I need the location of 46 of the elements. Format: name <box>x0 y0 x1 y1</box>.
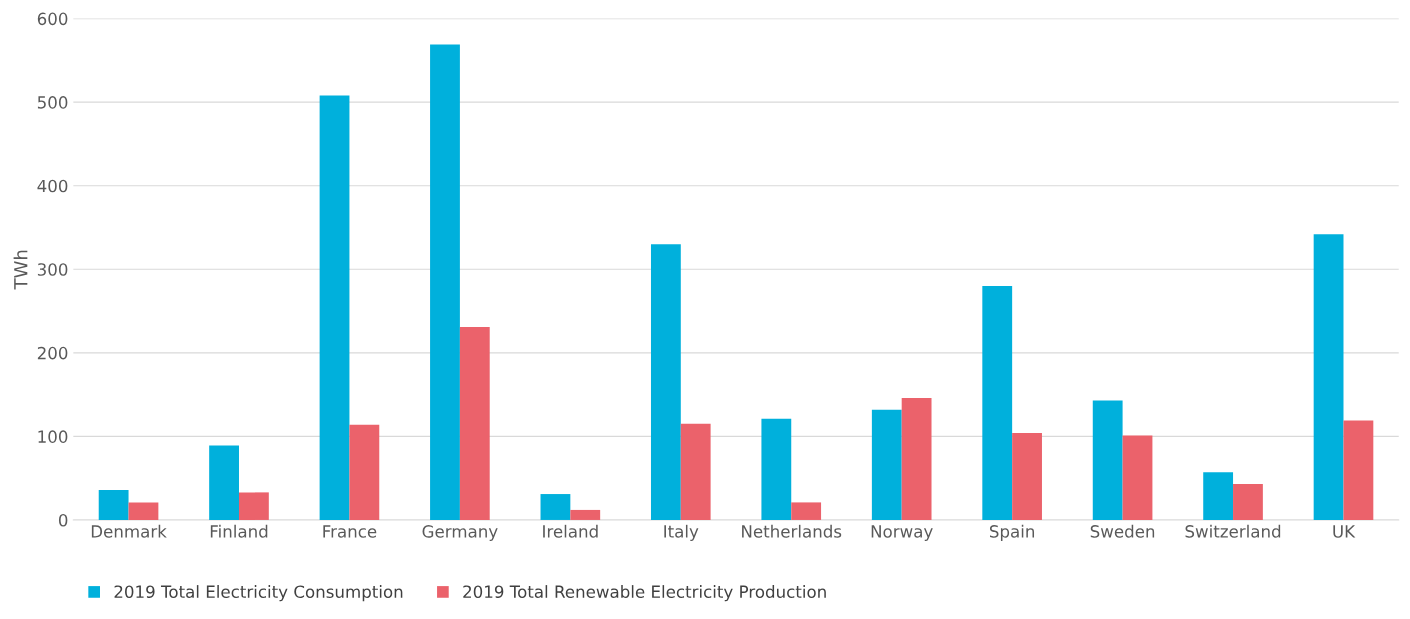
bar <box>650 244 681 520</box>
y-tick-label: 600 <box>37 12 68 26</box>
y-tick-label: 200 <box>37 346 68 360</box>
bar <box>238 492 269 520</box>
x-tick-label: Norway <box>871 525 933 541</box>
x-tick-label: Italy <box>664 524 699 541</box>
bar <box>1313 234 1344 520</box>
bar <box>128 502 159 520</box>
x-tick-label: Denmark <box>91 524 167 538</box>
bar <box>349 424 380 520</box>
bar <box>791 502 822 520</box>
bar <box>540 494 571 520</box>
bar <box>319 95 350 520</box>
bar <box>1012 433 1042 520</box>
y-tick-label: 100 <box>38 430 68 443</box>
legend-label: 2019 Total Electricity Consumption <box>114 585 403 602</box>
x-tick-label: France <box>323 525 377 538</box>
bar <box>459 326 490 520</box>
x-tick-label: Netherlands <box>742 524 842 538</box>
bar <box>901 397 932 520</box>
y-tick-label: 300 <box>37 263 68 276</box>
bar <box>982 285 1013 520</box>
legend-label: 2019 Total Renewable Electricity Production <box>463 585 826 602</box>
bar <box>98 489 129 520</box>
bar <box>430 44 460 520</box>
x-tick-label: UK <box>1333 525 1356 538</box>
bar <box>1122 435 1153 520</box>
bar <box>1233 484 1263 520</box>
y-tick-label: 500 <box>37 96 68 109</box>
bar <box>570 509 601 520</box>
x-tick-label: Ireland <box>543 524 598 538</box>
bar <box>1343 420 1374 520</box>
y-tick-label: 0 <box>58 513 68 527</box>
x-tick-label: Spain <box>989 524 1035 541</box>
x-tick-label: Sweden <box>1090 524 1155 538</box>
bar <box>871 409 902 520</box>
bar <box>209 445 239 520</box>
x-tick-label: Finland <box>210 524 268 538</box>
x-tick-label: Switzerland <box>1185 524 1281 538</box>
x-tick-label: Germany <box>422 525 498 541</box>
bar <box>1203 472 1234 520</box>
y-tick-label: 400 <box>37 179 68 193</box>
bar <box>1092 400 1123 520</box>
bar <box>680 423 711 520</box>
y-axis-title: TWh <box>13 250 28 290</box>
bar <box>761 418 792 520</box>
